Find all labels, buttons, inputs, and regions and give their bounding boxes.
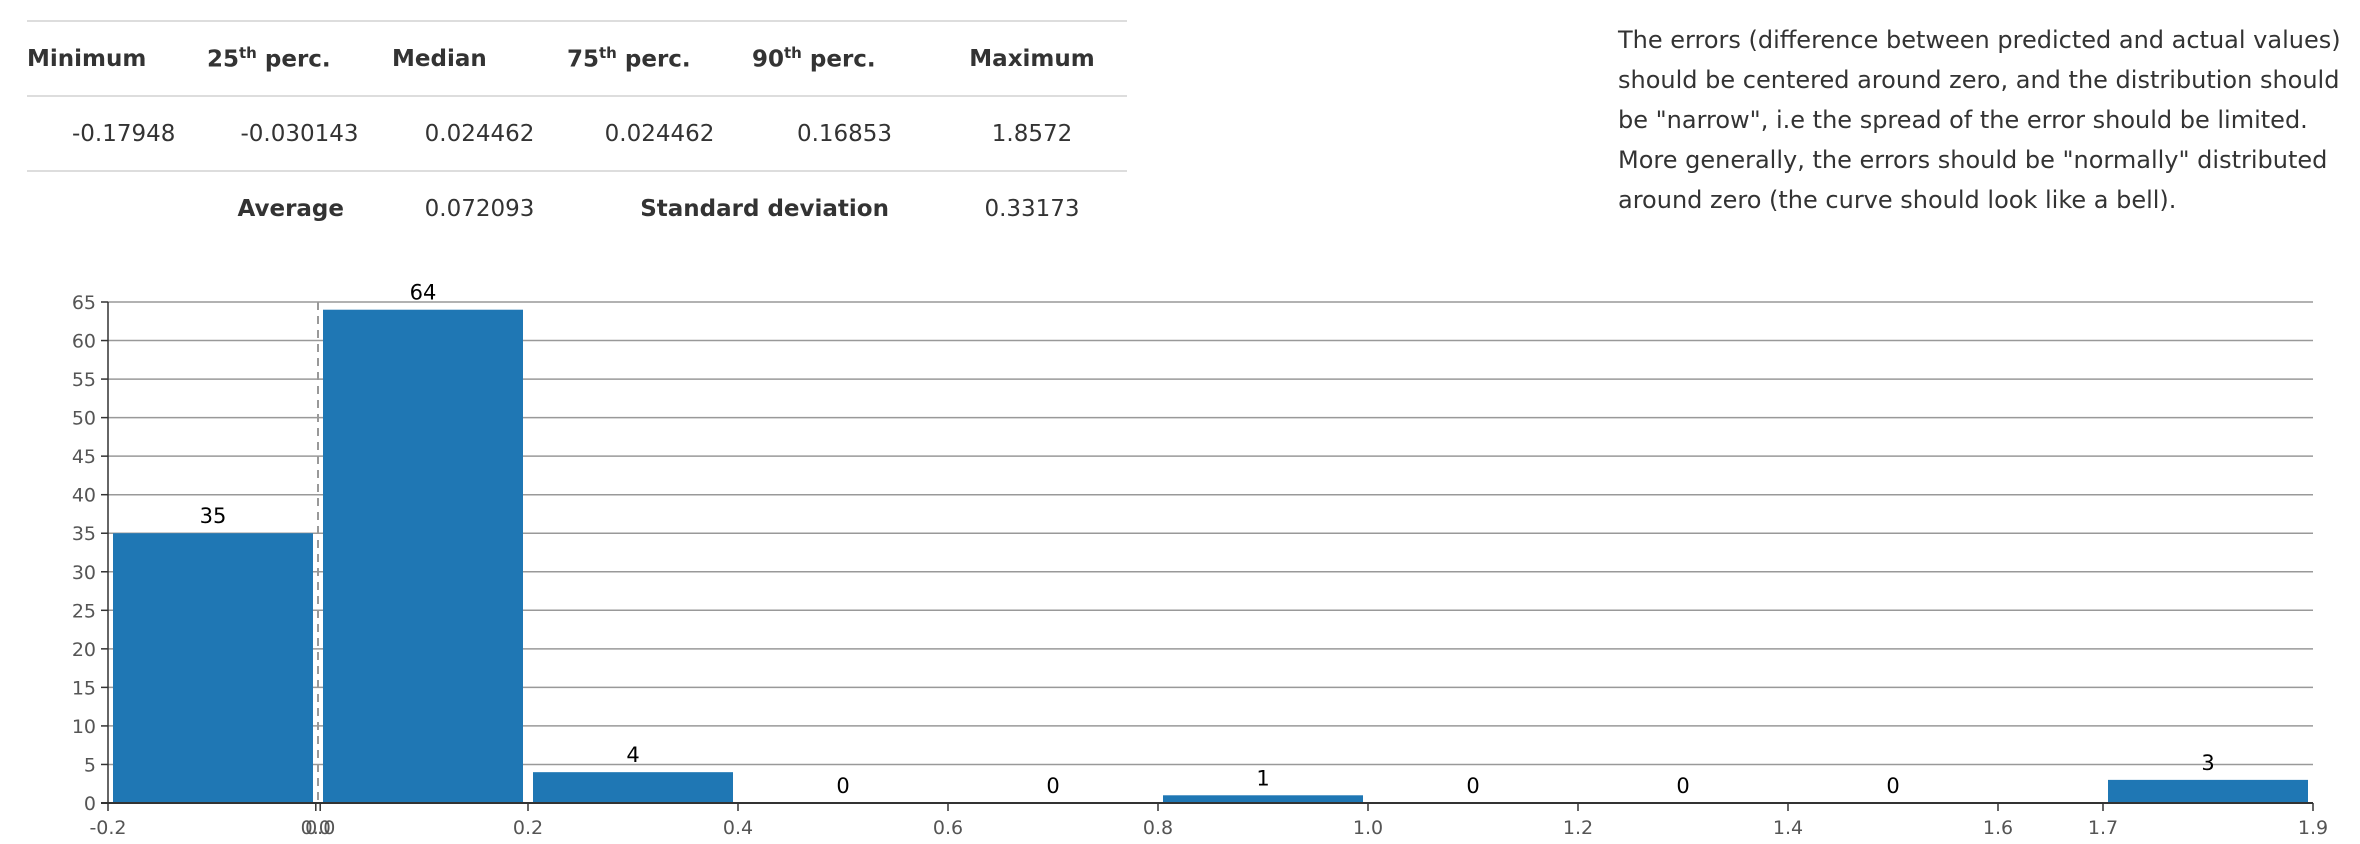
y-tick-label: 40 <box>72 485 96 507</box>
value-minimum: -0.17948 <box>72 120 176 147</box>
header-maximum: Maximum <box>969 45 1095 72</box>
y-tick-label: 15 <box>72 677 96 699</box>
bar-value-label: 64 <box>410 281 437 305</box>
bar-value-label: 35 <box>200 504 227 528</box>
y-tick-label: 10 <box>72 716 96 738</box>
stats-header-row: Minimum 25th perc. Median 75th perc. 90t… <box>27 21 1127 96</box>
y-tick-label: 45 <box>72 446 96 468</box>
value-median: 0.024462 <box>424 120 535 147</box>
y-tick-label: 60 <box>72 331 96 353</box>
histogram-bar <box>113 533 313 803</box>
x-tick-label: 0.6 <box>933 817 963 839</box>
y-tick-label: 20 <box>72 639 96 661</box>
bar-value-label: 1 <box>1256 766 1269 790</box>
histogram-bar <box>2108 779 2308 803</box>
x-tick-label: -0.2 <box>89 817 126 839</box>
value-maximum: 1.8572 <box>991 120 1073 147</box>
x-tick-label: 1.4 <box>1773 817 1803 839</box>
bar-value-label: 3 <box>2201 751 2214 775</box>
y-tick-label: 30 <box>72 562 96 584</box>
bar-value-label: 0 <box>1466 774 1479 798</box>
bar-value-label: 4 <box>626 743 639 767</box>
x-tick-label: 1.2 <box>1563 817 1593 839</box>
stats-values-row: -0.17948 -0.030143 0.024462 0.024462 0.1… <box>27 96 1127 171</box>
x-tick-label: 1.6 <box>1983 817 2013 839</box>
bar-value-label: 0 <box>1676 774 1689 798</box>
x-tick-label: 0.0 <box>305 817 335 839</box>
std-deviation-value: 0.33173 <box>984 195 1080 222</box>
value-75th-percentile: 0.024462 <box>604 120 715 147</box>
x-tick-label: 0.0 <box>301 817 331 839</box>
value-90th-percentile: 0.16853 <box>796 120 893 147</box>
y-tick-label: 25 <box>72 600 96 622</box>
y-tick-label: 0 <box>84 793 96 815</box>
x-tick-label: 1.9 <box>2298 817 2328 839</box>
std-deviation-label: Standard deviation <box>640 195 889 222</box>
stats-summary-row: Average 0.072093 Standard deviation 0.33… <box>27 171 1127 245</box>
histogram-bar <box>1163 795 1363 803</box>
bar-value-label: 0 <box>1886 774 1899 798</box>
x-tick-label: 0.4 <box>723 817 753 839</box>
header-25th-percentile: 25th perc. <box>207 44 331 73</box>
bar-value-label: 0 <box>836 774 849 798</box>
y-tick-label: 35 <box>72 523 96 545</box>
x-tick-label: 0.2 <box>513 817 543 839</box>
histogram-bar <box>533 772 733 803</box>
header-90th-percentile: 90th perc. <box>752 44 876 73</box>
y-tick-label: 5 <box>84 754 96 776</box>
histogram-bar <box>323 309 523 803</box>
x-tick-label: 0.8 <box>1143 817 1173 839</box>
average-label: Average <box>237 195 345 222</box>
x-tick-label: 1.0 <box>1353 817 1383 839</box>
value-25th-percentile: -0.030143 <box>240 120 359 147</box>
header-minimum: Minimum <box>27 45 147 72</box>
header-75th-percentile: 75th perc. <box>567 44 691 73</box>
y-tick-label: 55 <box>72 369 96 391</box>
y-tick-label: 50 <box>72 408 96 430</box>
header-median: Median <box>392 45 487 72</box>
statistics-table: Minimum 25th perc. Median 75th perc. 90t… <box>27 20 1127 245</box>
bar-value-label: 0 <box>1046 774 1059 798</box>
error-distribution-description: The errors (difference between predicted… <box>1618 26 2341 214</box>
y-tick-label: 65 <box>72 292 96 314</box>
x-tick-label: 1.7 <box>2088 817 2118 839</box>
average-value: 0.072093 <box>424 195 535 222</box>
